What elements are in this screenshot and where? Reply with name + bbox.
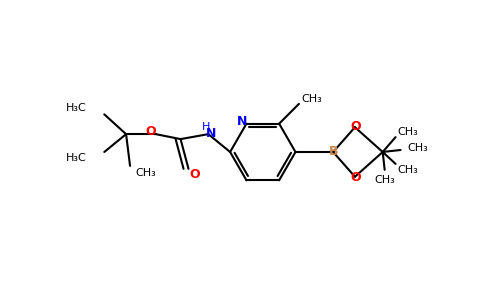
Text: CH₃: CH₃: [302, 94, 322, 104]
Text: CH₃: CH₃: [397, 127, 418, 137]
Text: B: B: [329, 146, 338, 158]
Text: H: H: [202, 122, 211, 132]
Text: O: O: [350, 120, 361, 133]
Text: CH₃: CH₃: [374, 175, 395, 185]
Text: O: O: [146, 125, 156, 138]
Text: N: N: [237, 115, 248, 128]
Text: CH₃: CH₃: [136, 168, 156, 178]
Text: H₃C: H₃C: [66, 103, 87, 113]
Text: CH₃: CH₃: [397, 165, 418, 175]
Text: H₃C: H₃C: [66, 153, 87, 163]
Text: N: N: [206, 127, 216, 140]
Text: CH₃: CH₃: [407, 143, 428, 153]
Text: O: O: [189, 168, 200, 181]
Text: O: O: [350, 171, 361, 184]
